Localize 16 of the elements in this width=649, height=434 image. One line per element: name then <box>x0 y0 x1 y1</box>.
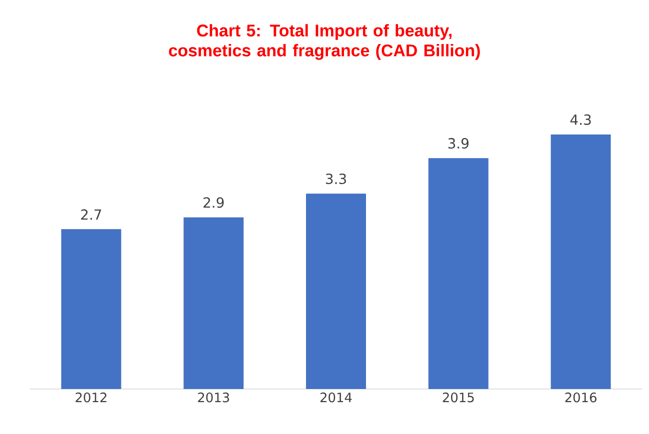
x-tick-label: 2015 <box>442 392 474 402</box>
chart-title: Chart 5: Total Import of beauty, cosmetics and fragrance (CAD Billion) <box>168 24 480 60</box>
data-label: 3.9 <box>448 138 469 149</box>
bar <box>550 134 611 389</box>
data-label: 2.7 <box>81 209 102 220</box>
x-tick-label: 2012 <box>76 392 106 402</box>
x-tick-label: 2013 <box>198 392 230 402</box>
x-tick-label: 2016 <box>565 392 596 402</box>
bar <box>306 194 366 389</box>
bar <box>184 217 244 389</box>
data-label: 2.9 <box>204 197 224 208</box>
data-label: 4.3 <box>570 114 591 125</box>
data-label: 3.3 <box>326 174 346 184</box>
bar <box>61 229 122 389</box>
bar <box>428 158 488 389</box>
x-tick-label: 2014 <box>320 392 352 402</box>
